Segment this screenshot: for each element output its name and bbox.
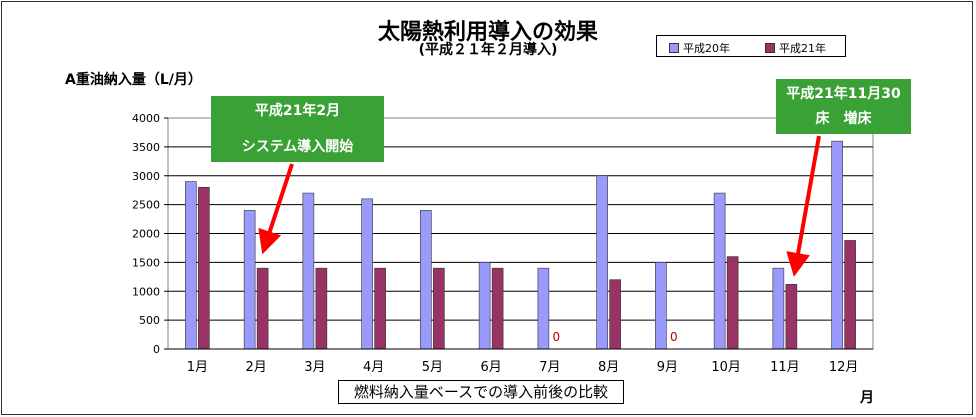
bar-series1: [361, 198, 373, 350]
bar-series2: [491, 267, 504, 350]
callout-system-start-line1: 平成21年2月: [254, 103, 341, 119]
callout-floor-expansion: 平成21年11月30 床 増床: [776, 79, 911, 134]
x-tick-label: 8月: [598, 360, 619, 375]
y-tick-label: 4000: [132, 112, 160, 125]
bar-series2: [315, 267, 328, 350]
chart-title: 太陽熱利用導入の効果: [377, 20, 598, 45]
bar-series1: [243, 210, 256, 350]
y-tick-label: 0: [153, 343, 160, 356]
x-tick-label: 4月: [363, 360, 384, 375]
y-axis-label: A重油納入量（L/月）: [65, 72, 202, 88]
legend: 平成20年 平成21年: [656, 35, 846, 57]
callout-system-start: 平成21年2月 システム導入開始: [211, 96, 384, 162]
x-axis-unit-label: 月: [860, 390, 874, 406]
legend-item-series1: 平成20年: [669, 40, 730, 56]
x-tick-label: 7月: [539, 360, 560, 375]
y-tick-label: 1000: [132, 285, 160, 298]
bar-series2: [198, 187, 210, 350]
y-tick-label: 3500: [132, 141, 160, 154]
bar-series1: [655, 262, 667, 350]
x-tick-label: 3月: [304, 360, 325, 375]
bar-series2: [609, 279, 621, 350]
bar-series2: [726, 256, 739, 350]
bar-series1: [537, 267, 550, 350]
y-tick-label: 2500: [132, 199, 160, 212]
x-tick-label: 5月: [422, 360, 443, 375]
callout-floor-expansion-line1: 平成21年11月30: [786, 86, 901, 102]
x-tick-label: 6月: [480, 360, 501, 375]
bar-series1: [772, 267, 785, 350]
x-tick-label: 9月: [657, 360, 678, 375]
bar-series1: [596, 175, 608, 350]
arrow-system-start: [258, 163, 294, 255]
y-tick-label: 3000: [132, 170, 160, 183]
data-label: 0: [670, 330, 678, 344]
bar-series1: [713, 192, 726, 350]
footnote: 燃料納入量ベースでの導入前後の比較: [338, 380, 624, 404]
bar-series2: [256, 267, 269, 350]
chart-subtitle: (平成２１年２月導入): [418, 42, 558, 58]
x-tick-label: 12月: [829, 360, 859, 375]
bar-series1: [831, 140, 843, 350]
arrow-floor-expansion: [786, 135, 821, 277]
y-tick-label: 500: [139, 314, 160, 327]
legend-item-series2: 平成21年: [765, 40, 826, 56]
bar-series2: [374, 267, 386, 350]
legend-swatch-series1: [669, 43, 679, 53]
x-tick-label: 11月: [770, 360, 800, 375]
bar-series1: [302, 192, 315, 350]
legend-label-series1: 平成20年: [683, 42, 730, 55]
bar-series1: [420, 210, 432, 350]
bar-series2: [785, 284, 798, 350]
bar-series2: [433, 267, 445, 350]
y-tick-label: 1500: [132, 256, 160, 269]
data-label: 0: [553, 330, 561, 344]
legend-swatch-series2: [765, 43, 775, 53]
callout-system-start-line2: システム導入開始: [241, 139, 354, 155]
x-tick-label: 2月: [245, 360, 266, 375]
bar-series2: [844, 240, 856, 350]
bar-series1: [185, 181, 197, 350]
y-tick-label: 2000: [132, 228, 160, 241]
x-tick-label: 1月: [187, 360, 208, 375]
legend-label-series2: 平成21年: [779, 42, 826, 55]
callout-floor-expansion-line2: 床 増床: [815, 111, 872, 127]
bar-series1: [478, 262, 491, 350]
x-tick-label: 10月: [711, 360, 741, 375]
